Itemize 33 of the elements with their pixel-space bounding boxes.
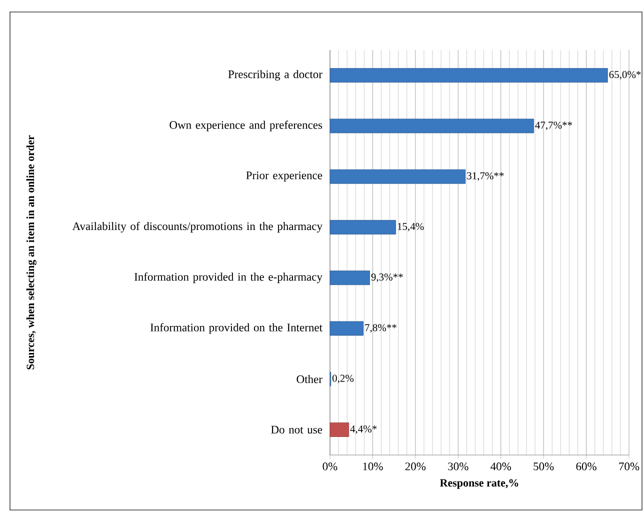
- y-tick-label: Do not use: [271, 426, 322, 434]
- bar: [330, 68, 608, 83]
- bar: [330, 118, 534, 134]
- y-axis-title: Sources, when selecting an item in an online order: [26, 135, 36, 370]
- x-tick-label: 20%: [405, 462, 426, 470]
- x-tick-label: 60%: [576, 462, 596, 470]
- data-label: 9,3%**: [371, 274, 403, 282]
- bar: [330, 422, 349, 437]
- x-tick-label: 0%: [322, 462, 338, 470]
- y-tick-label: Availability of discounts/promotions in the pharmacy: [72, 222, 322, 232]
- data-label: 4,4%*: [350, 425, 377, 434]
- x-tick-label: 40%: [490, 462, 512, 470]
- bar: [330, 270, 370, 286]
- y-tick-label: Information provided in the e-pharmacy: [134, 272, 322, 284]
- data-label: 7,8%**: [365, 324, 396, 333]
- x-tick-label: 70%: [619, 462, 640, 470]
- data-label: 0,2%: [332, 374, 354, 384]
- y-tick-label: Other: [296, 375, 322, 384]
- data-label: 65,0%*: [609, 71, 641, 80]
- data-label: 31,7%**: [467, 172, 504, 181]
- bar: [330, 169, 466, 184]
- y-tick-label: Information provided on the Internet: [150, 323, 322, 334]
- x-tick-label: 50%: [534, 462, 554, 470]
- data-label: 47,7%**: [535, 122, 572, 130]
- bar: [330, 220, 396, 234]
- bar: [330, 321, 364, 336]
- x-tick-label: 10%: [363, 462, 383, 470]
- y-tick-label: Prior experience: [246, 172, 322, 182]
- data-label: 15,4%: [398, 222, 424, 232]
- x-axis-title: Response rate,%: [440, 479, 518, 489]
- y-tick-label: Prescribing a doctor: [228, 70, 322, 81]
- y-tick-label: Own experience and preferences: [170, 120, 322, 132]
- x-tick-label: 30%: [448, 462, 468, 470]
